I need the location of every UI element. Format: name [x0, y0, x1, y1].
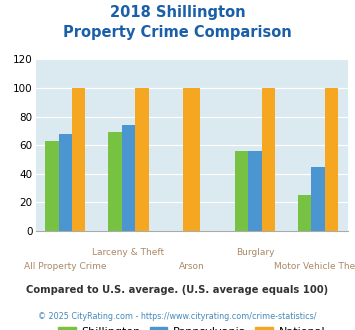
- Bar: [135, 88, 148, 231]
- Text: Motor Vehicle Theft: Motor Vehicle Theft: [274, 262, 355, 271]
- Bar: [325, 88, 338, 231]
- Legend: Shillington, Pennsylvania, National: Shillington, Pennsylvania, National: [54, 322, 330, 330]
- Text: © 2025 CityRating.com - https://www.cityrating.com/crime-statistics/: © 2025 CityRating.com - https://www.city…: [38, 312, 317, 321]
- Text: 2018 Shillington: 2018 Shillington: [110, 5, 245, 20]
- Bar: [248, 151, 262, 231]
- Bar: [183, 88, 201, 231]
- Text: Burglary: Burglary: [236, 248, 274, 257]
- Bar: [45, 141, 59, 231]
- Text: Property Crime Comparison: Property Crime Comparison: [63, 25, 292, 40]
- Text: Larceny & Theft: Larceny & Theft: [92, 248, 164, 257]
- Bar: [108, 132, 122, 231]
- Bar: [235, 151, 248, 231]
- Bar: [59, 134, 72, 231]
- Bar: [72, 88, 85, 231]
- Text: Arson: Arson: [179, 262, 204, 271]
- Bar: [122, 125, 135, 231]
- Text: Compared to U.S. average. (U.S. average equals 100): Compared to U.S. average. (U.S. average …: [26, 285, 329, 295]
- Bar: [262, 88, 275, 231]
- Bar: [298, 195, 311, 231]
- Bar: [311, 167, 325, 231]
- Text: All Property Crime: All Property Crime: [24, 262, 106, 271]
